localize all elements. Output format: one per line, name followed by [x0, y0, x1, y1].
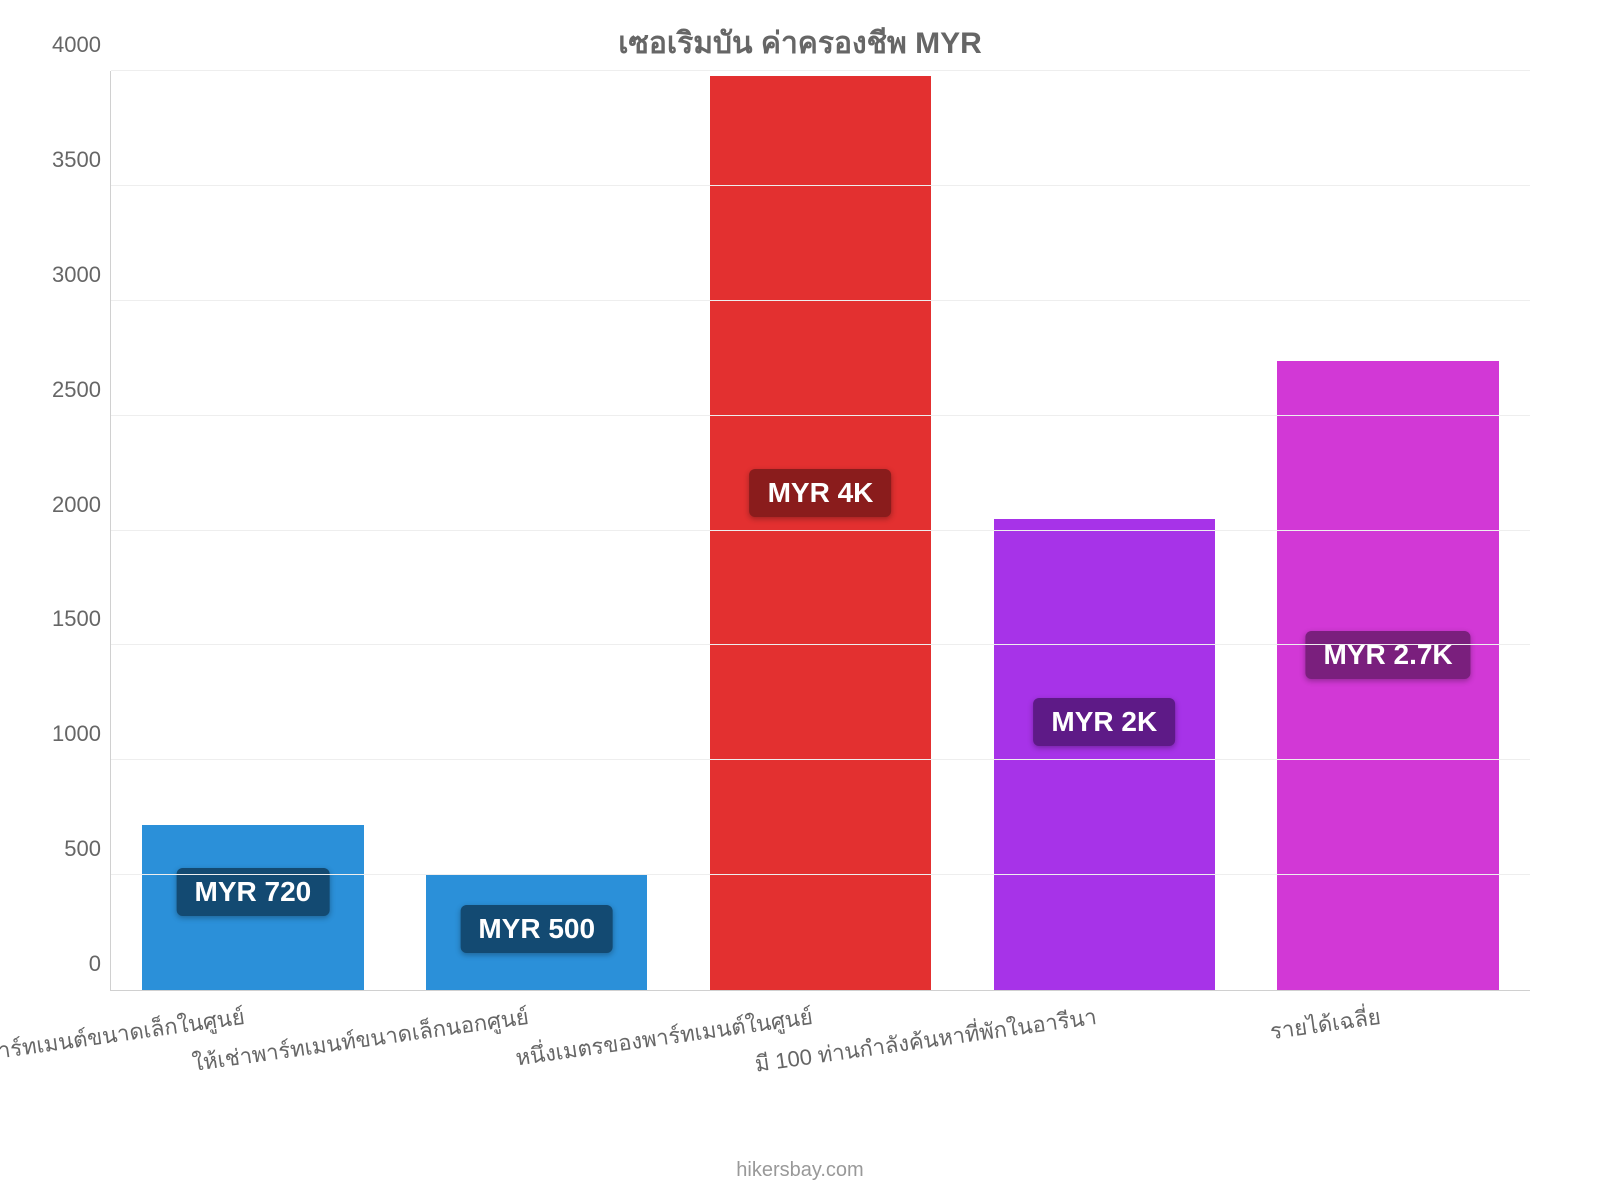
grid-line: [111, 300, 1530, 301]
bar: MYR 2.7K: [1277, 361, 1498, 991]
xtick-label: รายได้เฉลี่ย: [1268, 999, 1383, 1049]
attribution-text: hikersbay.com: [0, 1159, 1600, 1182]
bar-slot: MYR 2K: [962, 71, 1246, 990]
ytick-label: 4000: [52, 32, 111, 58]
chart-title: เซอเริมบัน ค่าครองชีพ MYR: [50, 20, 1550, 67]
bar-slot: MYR 2.7K: [1246, 71, 1530, 990]
grid-line: [111, 70, 1530, 71]
chart-container: เซอเริมบัน ค่าครองชีพ MYR MYR 720 MYR 500…: [50, 20, 1550, 1100]
bar-value-label: MYR 2K: [1033, 698, 1175, 746]
ytick-label: 1000: [52, 721, 111, 747]
bar-slot: MYR 500: [395, 71, 679, 990]
ytick-label: 0: [89, 951, 111, 977]
ytick-label: 2000: [52, 492, 111, 518]
bar: MYR 720: [142, 825, 363, 990]
ytick-label: 3500: [52, 147, 111, 173]
bar-value-label: MYR 500: [460, 905, 613, 953]
ytick-label: 1500: [52, 606, 111, 632]
plot-area: MYR 720MYR 500MYR 4KMYR 2KMYR 2.7K 05001…: [110, 71, 1530, 991]
grid-line: [111, 185, 1530, 186]
grid-line: [111, 874, 1530, 875]
bar-slot: MYR 4K: [679, 71, 963, 990]
grid-line: [111, 644, 1530, 645]
bar-slot: MYR 720: [111, 71, 395, 990]
ytick-label: 500: [64, 836, 111, 862]
bars-group: MYR 720 MYR 500 MYR 4K MYR 2K MYR 2.7K: [111, 71, 1530, 990]
bar: MYR 2K: [994, 519, 1215, 990]
grid-line: [111, 530, 1530, 531]
grid-line: [111, 759, 1530, 760]
ytick-label: 3000: [52, 262, 111, 288]
bar: MYR 4K: [710, 76, 931, 990]
bar-value-label: MYR 2.7K: [1306, 631, 1471, 679]
grid-line: [111, 415, 1530, 416]
bar-value-label: MYR 4K: [750, 469, 892, 517]
bar: MYR 500: [426, 875, 647, 990]
x-axis-labels: ให้เช่าพาร์ทเมนต์ขนาดเล็กในศูนย์ให้เช่าพ…: [110, 991, 1530, 1071]
ytick-label: 2500: [52, 377, 111, 403]
